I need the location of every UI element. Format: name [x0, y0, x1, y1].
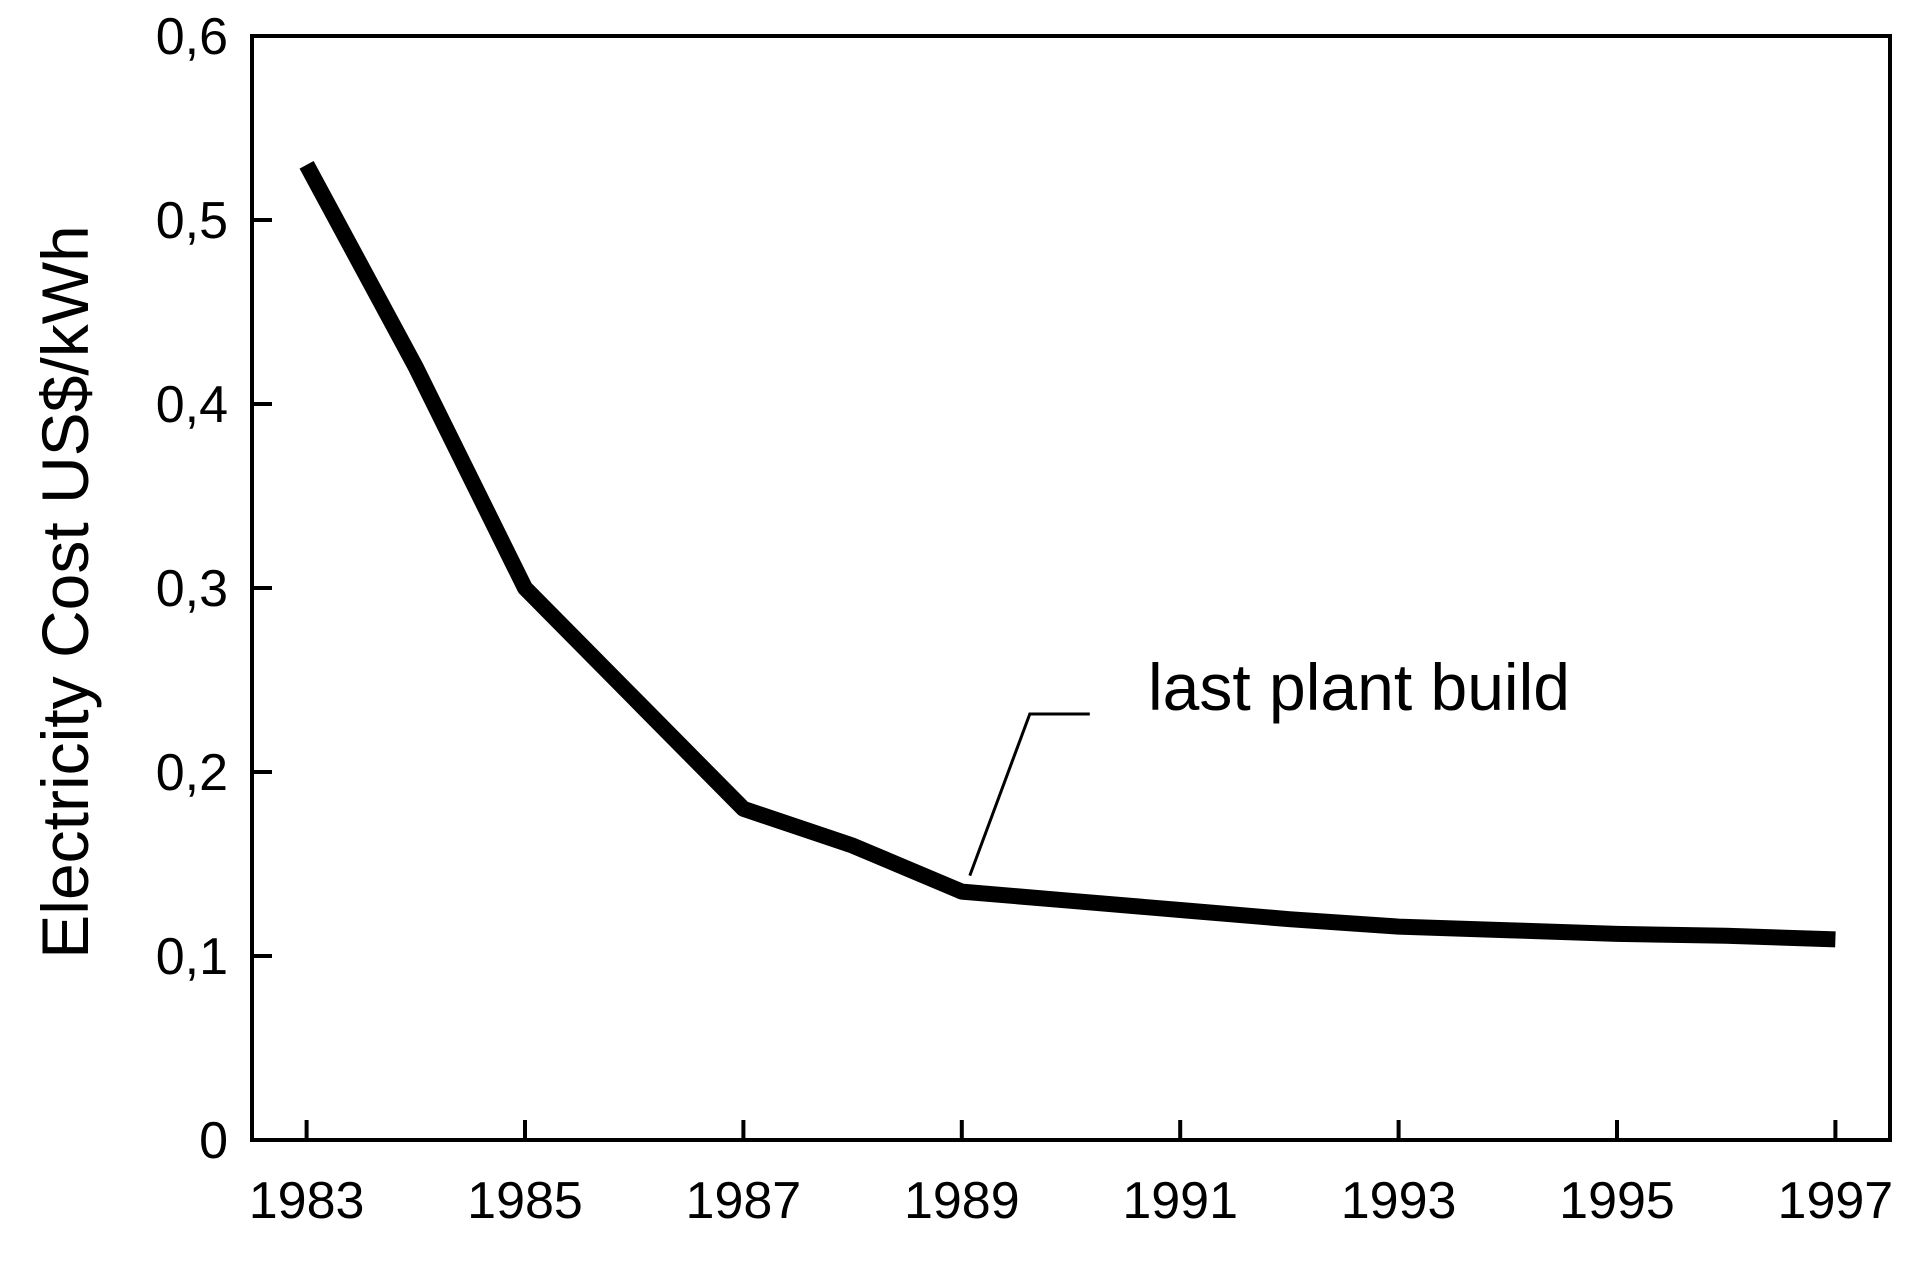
- x-tick-label: 1983: [249, 1172, 365, 1230]
- series-layer: [299, 161, 1836, 948]
- x-tick-label: 1989: [904, 1172, 1020, 1230]
- x-tick-label: 1987: [686, 1172, 802, 1230]
- x-tick-label: 1991: [1122, 1172, 1238, 1230]
- y-tick-label: 0,6: [156, 8, 228, 66]
- y-tick-label: 0,4: [156, 376, 228, 434]
- annotation-leader-line: [968, 712, 1090, 877]
- y-tick-label: 0,1: [156, 928, 228, 986]
- x-tick-label: 1997: [1778, 1172, 1894, 1230]
- x-tick-label: 1985: [467, 1172, 583, 1230]
- y-axis-title: Electricity Cost US$/kWh: [28, 225, 102, 958]
- y-axis-ticks: 0 0,1 0,2 0,3 0,4 0,5 0,6: [156, 8, 272, 1170]
- y-tick-label: 0,3: [156, 560, 228, 618]
- y-tick-label: 0,2: [156, 744, 228, 802]
- annotation-last-plant-build: last plant build: [1148, 650, 1570, 724]
- x-axis-ticks: 1983 1985 1987 1989 1991 1993 1995 1997: [249, 1120, 1893, 1230]
- y-tick-label: 0,5: [156, 192, 228, 250]
- series-line: [299, 161, 1836, 948]
- x-tick-label: 1993: [1341, 1172, 1457, 1230]
- annotation-layer: last plant build: [968, 650, 1570, 877]
- y-tick-label: 0: [199, 1112, 228, 1170]
- x-tick-label: 1995: [1559, 1172, 1675, 1230]
